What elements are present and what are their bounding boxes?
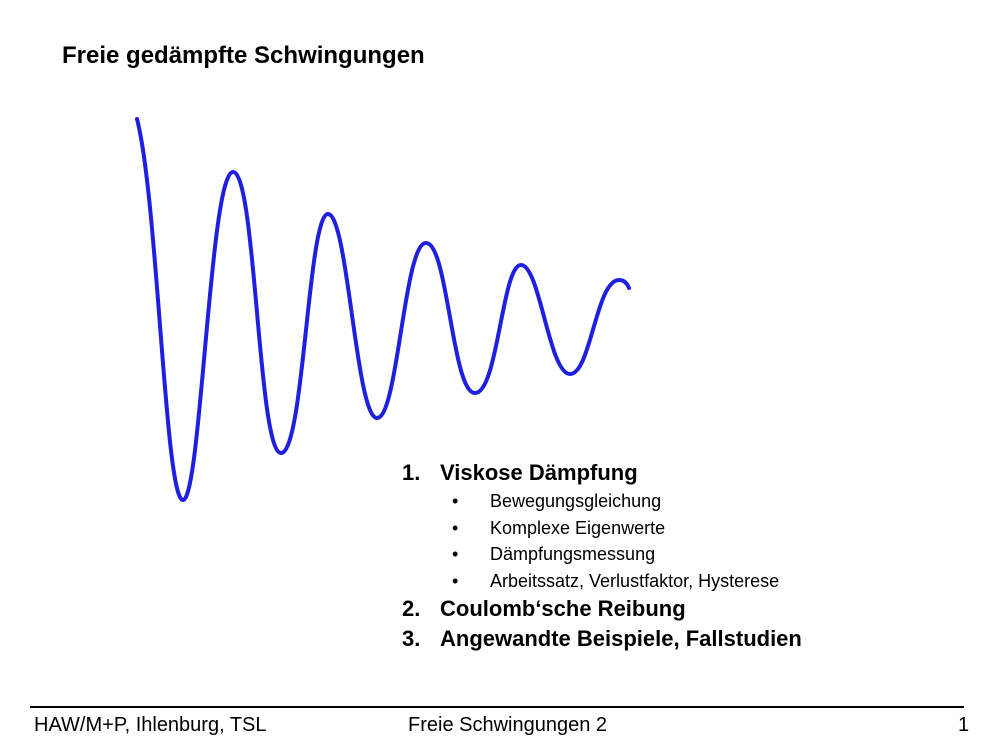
topic-outline: 1. Viskose Dämpfung • Bewegungsgleichung… <box>402 458 922 654</box>
outline-item-label: Angewandte Beispiele, Fallstudien <box>440 626 802 651</box>
bullet-icon: • <box>452 570 459 591</box>
outline-item-3: 3. Angewandte Beispiele, Fallstudien <box>402 624 922 654</box>
outline-subitem: • Bewegungsgleichung <box>402 488 922 515</box>
bullet-icon: • <box>452 544 459 564</box>
outline-subitem-label: Dämpfungsmessung <box>490 544 656 564</box>
outline-subitem-label: Komplexe Eigenwerte <box>490 517 666 538</box>
slide-title: Freie gedämpfte Schwingungen <box>62 42 425 69</box>
outline-item-2: 2. Coulomb‘sche Reibung <box>402 594 922 624</box>
footer-course-title: Freie Schwingungen 2 <box>408 714 608 736</box>
outline-subitem-label: Bewegungsgleichung <box>490 491 662 511</box>
outline-subitem: • Dämpfungsmessung <box>402 541 922 568</box>
outline-item-number: 1. <box>402 460 421 485</box>
outline-item-number: 2. <box>402 596 421 621</box>
outline-subitem: • Komplexe Eigenwerte <box>402 515 922 542</box>
outline-item-number: 3. <box>402 626 421 651</box>
outline-subitem: • Arbeitssatz, Verlustfaktor, Hysterese <box>402 568 922 595</box>
outline-item-1: 1. Viskose Dämpfung <box>402 458 922 488</box>
bullet-icon: • <box>452 491 459 511</box>
footer-divider <box>30 706 964 708</box>
outline-subitem-label: Arbeitssatz, Verlustfaktor, Hysterese <box>490 570 780 591</box>
footer-author: HAW/M+P, Ihlenburg, TSL <box>34 714 267 736</box>
outline-item-label: Viskose Dämpfung <box>440 460 638 485</box>
outline-sublist: • Bewegungsgleichung • Komplexe Eigenwer… <box>402 488 922 594</box>
page-number: 1 <box>958 714 970 736</box>
bullet-icon: • <box>452 517 459 538</box>
outline-item-label: Coulomb‘sche Reibung <box>440 596 686 621</box>
wave-line <box>135 117 631 502</box>
